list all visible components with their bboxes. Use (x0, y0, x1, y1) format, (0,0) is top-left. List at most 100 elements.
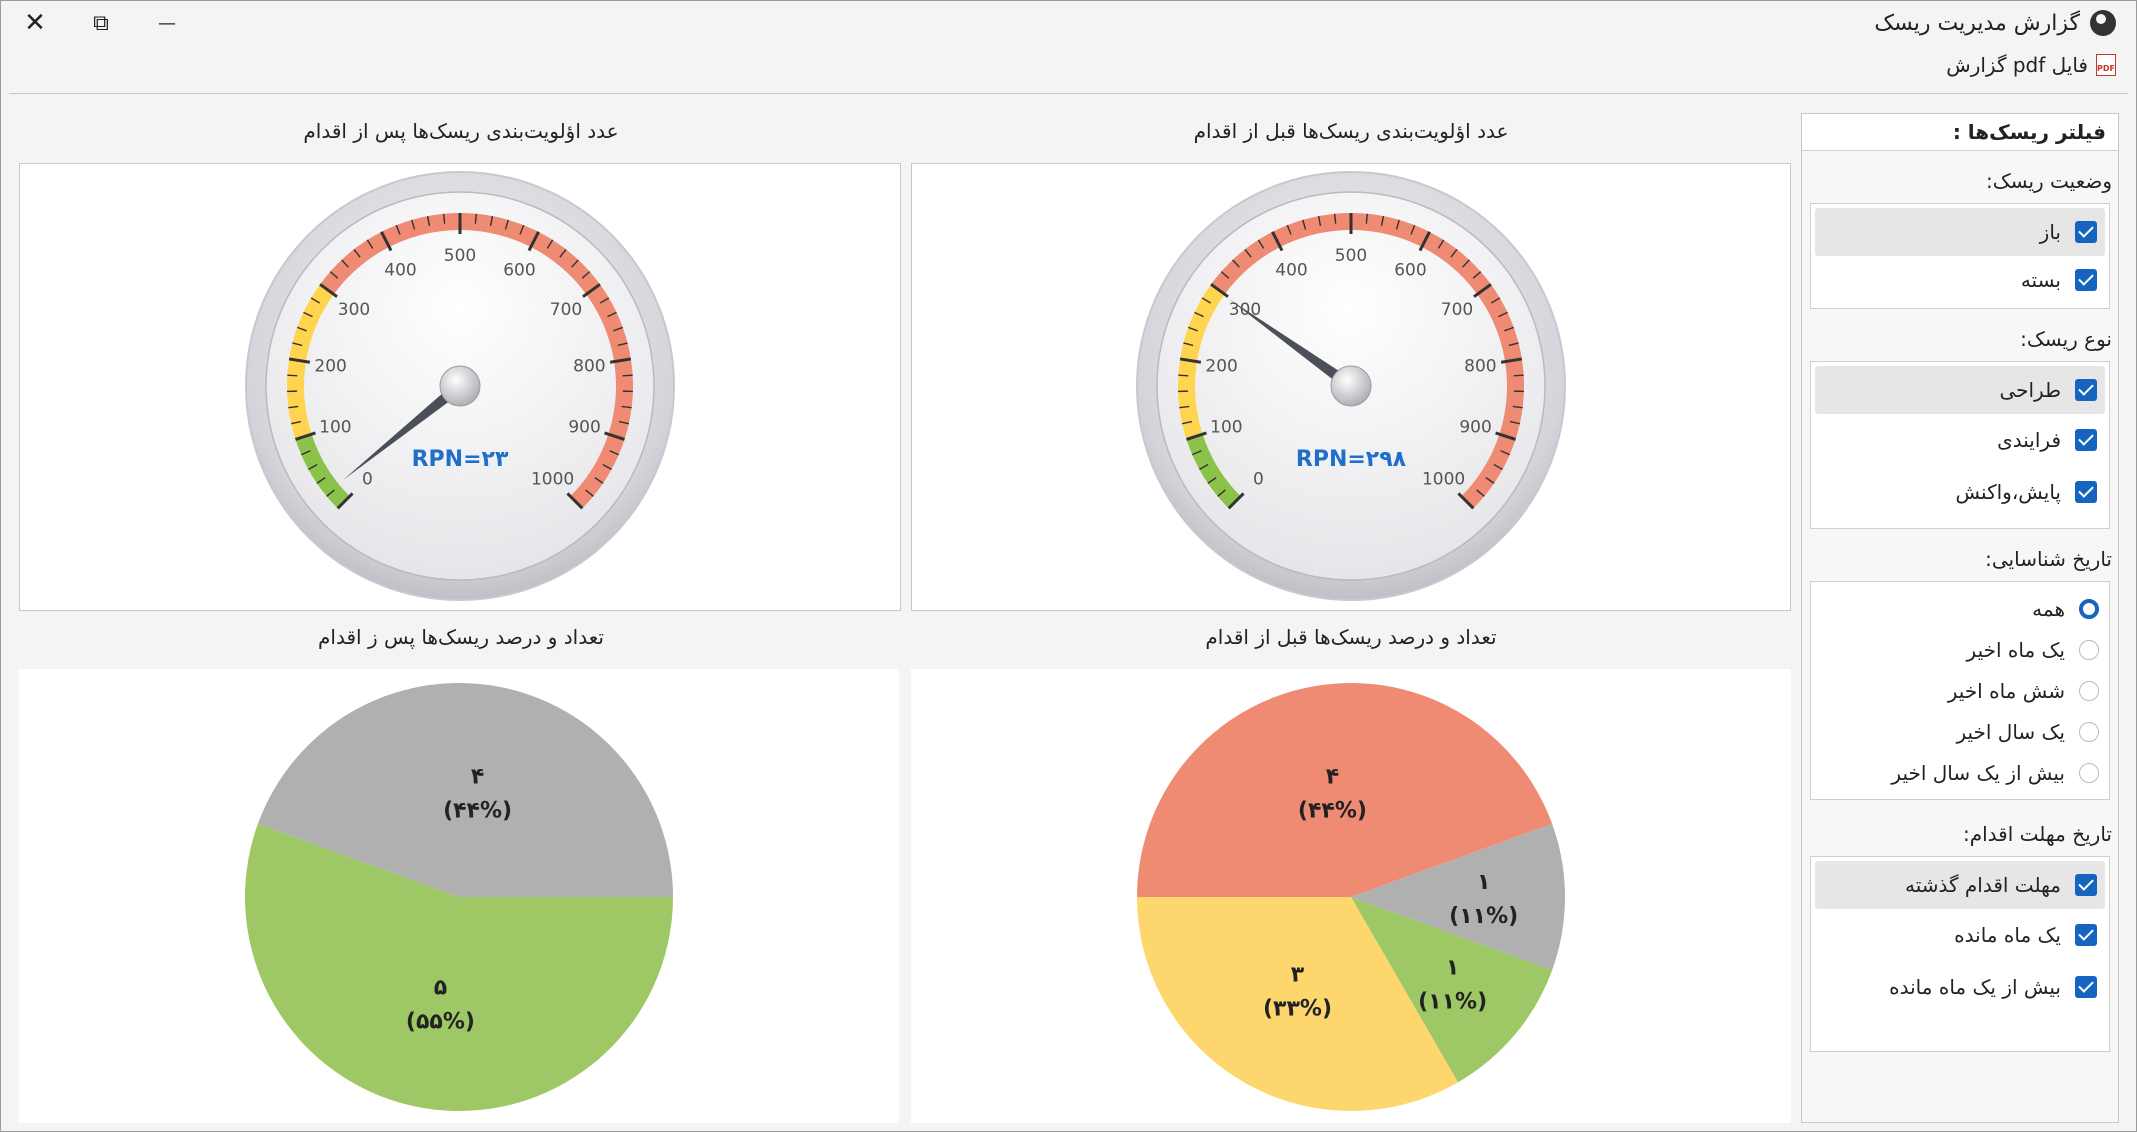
gauge-tick (1271, 231, 1284, 252)
gauge-tick (1257, 239, 1265, 249)
gauge-tick (395, 224, 401, 235)
type-process-checkbox[interactable]: فرایندی (1815, 414, 2105, 466)
pie-before-panel: ۴ (۴۴%) ۱ (۱۱%) ۱ (۱۱%) ۳ (۳۳%) (911, 669, 1791, 1123)
deadline-over-month-checkbox[interactable]: بیش از یک ماه مانده (1815, 961, 2105, 1013)
gauge-tick (329, 271, 339, 279)
status-open-checkbox[interactable]: باز (1815, 208, 2105, 256)
status-closed-checkbox[interactable]: بسته (1815, 256, 2105, 304)
gauge-tick (1227, 492, 1245, 510)
gauge-tick (1183, 342, 1194, 347)
gauge-tick (1210, 283, 1229, 298)
date-last-year-radio[interactable]: یک سال اخیر (1815, 711, 2105, 752)
deadline-date-group: مهلت اقدام گذشته یک ماه مانده بیش از یک … (1810, 856, 2110, 1052)
gauge-tick (1504, 326, 1515, 332)
pie-slice-value-label: ۴ (1326, 765, 1339, 790)
title-bar: گزارش مدیریت ریسک ✕ ⧉ — (1, 1, 2136, 45)
type-monitoring-checkbox[interactable]: پایش،واکنش (1815, 466, 2105, 518)
checkbox-checked-icon (2075, 976, 2097, 998)
gauge-tick-label: 800 (573, 357, 605, 377)
radio-empty-icon (2079, 680, 2099, 701)
gauge-tick (1187, 326, 1198, 332)
pie-slice-3 (1137, 897, 1458, 1111)
gauge-value-label: RPN=۲۳ (412, 447, 509, 472)
option-label: همه (2032, 596, 2065, 621)
date-last-month-radio[interactable]: یک ماه اخیر (1815, 629, 2105, 670)
gauge-after-title: عدد اؤلویت‌بندی ریسک‌ها پس از اقدام (303, 119, 619, 143)
gauge-tick (443, 213, 446, 224)
date-over-a-year-radio[interactable]: بیش از یک سال اخیر (1815, 752, 2105, 793)
deadline-passed-checkbox[interactable]: مهلت اقدام گذشته (1815, 861, 2105, 909)
restore-button[interactable]: ⧉ (73, 5, 129, 41)
gauge-tick (504, 219, 509, 230)
gauge-tick (1437, 239, 1445, 249)
gauge-tick-label: 100 (1210, 417, 1242, 437)
option-label: فرایندی (1997, 428, 2061, 452)
date-all-radio[interactable]: همه (1815, 588, 2105, 629)
gauge-tick (341, 259, 349, 268)
gauge-tick-label: 0 (362, 470, 373, 490)
gauge-tick (1220, 271, 1230, 279)
pie-after-chart: ۵ (۵۵%) ۴ (۴۴%) (244, 683, 674, 1112)
pie-slice-value-label: ۱ (1446, 955, 1459, 980)
gauge-tick (559, 248, 567, 258)
gauge-band-1 (287, 284, 334, 440)
gauge-tick-label: 600 (503, 260, 535, 280)
restore-icon: ⧉ (93, 10, 109, 36)
pie-after-title: تعداد و درصد ریسک‌ها پس ز اقدام (318, 625, 604, 649)
gauge-tick (1485, 477, 1495, 484)
radio-empty-icon (2079, 721, 2099, 742)
gauge-tick (1457, 492, 1475, 510)
pie-slice-percent-label: (۴۴%) (443, 799, 512, 824)
pie-slice-0 (1137, 683, 1553, 897)
gauge-tick-label: 1000 (1422, 470, 1465, 490)
type-design-checkbox[interactable]: طراحی (1815, 366, 2105, 414)
gauge-tick (1493, 463, 1503, 470)
export-pdf-button[interactable]: PDF فایل pdf گزارش (1946, 49, 2116, 81)
gauge-tick-label: 200 (1205, 357, 1237, 377)
risk-status-label: وضعیت ریسک: (1985, 169, 2112, 193)
pie-slice-value-label: ۴ (471, 765, 484, 790)
gauge-band-2 (1211, 212, 1525, 509)
gauge-tick (288, 405, 299, 409)
risk-type-group: طراحی فرایندی پایش،واکنش (1810, 361, 2110, 529)
gauge-tick (1179, 405, 1190, 409)
gauge-tick (288, 357, 311, 364)
export-pdf-label: فایل pdf گزارش (1946, 53, 2088, 77)
pdf-file-icon: PDF (2096, 54, 2116, 76)
gauge-tick (308, 463, 318, 470)
identification-date-label: تاریخ شناسایی: (1985, 547, 2112, 571)
gauge-tick (546, 239, 554, 249)
close-button[interactable]: ✕ (7, 5, 63, 41)
gauge-tick (582, 283, 601, 298)
pie-slice-value-label: ۱ (1477, 870, 1490, 895)
risk-type-label: نوع ریسک: (2020, 327, 2112, 351)
gauge-tick (1500, 357, 1523, 364)
gauge-tick (1286, 224, 1292, 235)
gauge-tick-label: 500 (444, 246, 476, 266)
option-label: باز (2039, 220, 2061, 244)
gauge-tick (618, 420, 629, 425)
gauge-tick (1182, 420, 1193, 425)
pie-before-chart: ۴ (۴۴%) ۱ (۱۱%) ۱ (۱۱%) ۳ (۳۳%) (1137, 683, 1565, 1111)
checkbox-checked-icon (2075, 924, 2097, 946)
gauge-tick (621, 405, 632, 409)
minimize-icon: — (158, 12, 176, 34)
gauge-after-panel: 0 100 200 300 400 500 600 700 800 900 1000 RPN=۲۳ (19, 163, 901, 611)
checkbox-checked-icon (2075, 379, 2097, 401)
gauge-tick (1201, 297, 1212, 304)
gauge-tick (336, 492, 354, 510)
option-label: پایش،واکنش (1955, 480, 2061, 504)
minimize-button[interactable]: — (139, 5, 195, 41)
app-logo-icon (2090, 10, 2116, 36)
gauge-tick (585, 489, 594, 497)
gauge-tick (1244, 248, 1252, 258)
gauge-tick (380, 231, 393, 252)
date-last-six-months-radio[interactable]: شش ماه اخیر (1815, 670, 2105, 711)
gauge-tick (617, 342, 628, 347)
pie-slice-percent-label: (۴۴%) (1298, 799, 1367, 824)
gauge-tick (316, 477, 326, 484)
gauge-tick (1217, 489, 1226, 497)
gauge-tick (1513, 374, 1524, 377)
deadline-one-month-checkbox[interactable]: یک ماه مانده (1815, 909, 2105, 961)
